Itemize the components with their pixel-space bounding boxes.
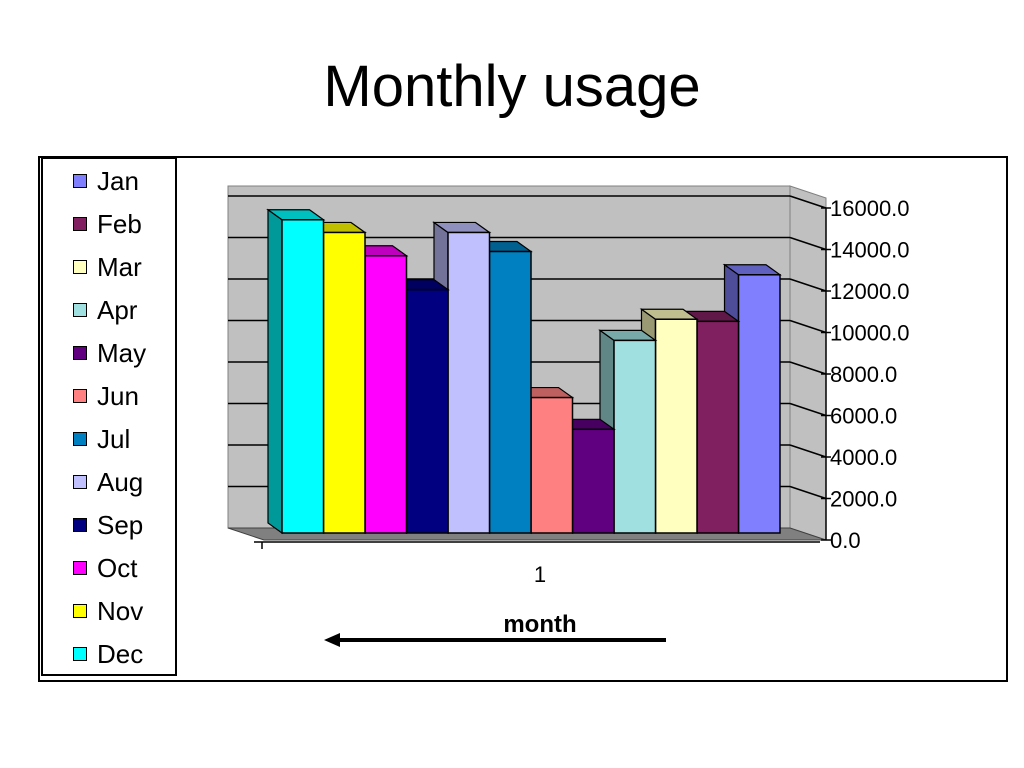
bar-mar: [654, 318, 698, 534]
legend-swatch: [73, 174, 87, 188]
legend-swatch: [73, 561, 87, 575]
legend-item: Jan: [73, 166, 139, 196]
x-axis-label: month: [503, 611, 576, 638]
y-tick-label: 4000.0: [830, 445, 897, 470]
gridline: [789, 402, 827, 417]
x-tick-label: 1: [534, 562, 546, 587]
legend-swatch: [73, 604, 87, 618]
y-tick-label: 12000.0: [830, 279, 910, 304]
legend-item: Jun: [73, 381, 139, 411]
legend-item: Aug: [73, 467, 143, 497]
bar-apr: [613, 339, 657, 534]
legend-swatch: [73, 346, 87, 360]
legend-swatch: [73, 518, 87, 532]
legend-label: Mar: [97, 251, 142, 282]
legend-label: Apr: [97, 294, 138, 325]
y-tick-label: 8000.0: [830, 362, 897, 387]
bar-jul: [488, 250, 532, 534]
bar-may: [571, 428, 615, 534]
y-tick-label: 16000.0: [830, 196, 910, 221]
bar-dec: [281, 219, 325, 534]
arrow-head: [324, 633, 340, 647]
legend-item: Jul: [73, 424, 130, 454]
bar-feb: [696, 320, 740, 534]
legend-item: Dec: [73, 639, 143, 669]
gridline: [789, 485, 827, 500]
y-tick-label: 6000.0: [830, 404, 897, 429]
bar-jan: [737, 274, 781, 534]
gridline: [789, 278, 827, 292]
legend-label: Dec: [97, 638, 144, 669]
y-tick-label: 14000.0: [830, 238, 910, 263]
y-tick-label: 2000.0: [830, 487, 897, 512]
bar-oct: [364, 254, 408, 534]
legend-label: Sep: [97, 509, 144, 540]
bar-sep: [405, 288, 449, 534]
legend-label: May: [97, 337, 147, 368]
y-tick-label: 10000.0: [830, 321, 910, 346]
legend-item: Mar: [73, 252, 142, 282]
legend-label: Jul: [97, 423, 131, 454]
legend-swatch: [73, 432, 87, 446]
legend-swatch: [73, 217, 87, 231]
legend-label: Feb: [97, 208, 142, 239]
legend-label: Aug: [97, 466, 144, 497]
bar-nov: [322, 231, 366, 534]
legend-item: Feb: [73, 209, 142, 239]
gridline: [789, 444, 827, 458]
legend-label: Oct: [97, 552, 138, 583]
gridline: [789, 236, 827, 251]
legend-swatch: [73, 303, 87, 317]
legend-swatch: [73, 260, 87, 274]
gridline: [789, 361, 827, 375]
legend-item: Apr: [73, 295, 137, 325]
gridline: [789, 195, 827, 209]
legend-swatch: [73, 647, 87, 661]
bar-jun: [530, 396, 574, 534]
legend-label: Nov: [97, 595, 144, 626]
gridline: [789, 319, 827, 334]
legend-swatch: [73, 389, 87, 403]
legend-item: May: [73, 338, 146, 368]
chart-title: Monthly usage: [323, 54, 701, 119]
legend-label: Jun: [97, 380, 139, 411]
legend-swatch: [73, 475, 87, 489]
y-tick-label: 0.0: [830, 528, 861, 553]
legend-item: Oct: [73, 553, 137, 583]
legend-item: Sep: [73, 510, 143, 540]
bar-aug: [447, 231, 491, 534]
legend-item: Nov: [73, 596, 143, 626]
legend-label: Jan: [97, 165, 139, 196]
chart-legend: Jan Feb Mar Apr May Jun Jul Aug Sep Oct Nov Dec: [41, 157, 177, 676]
bar-side: [267, 208, 283, 535]
